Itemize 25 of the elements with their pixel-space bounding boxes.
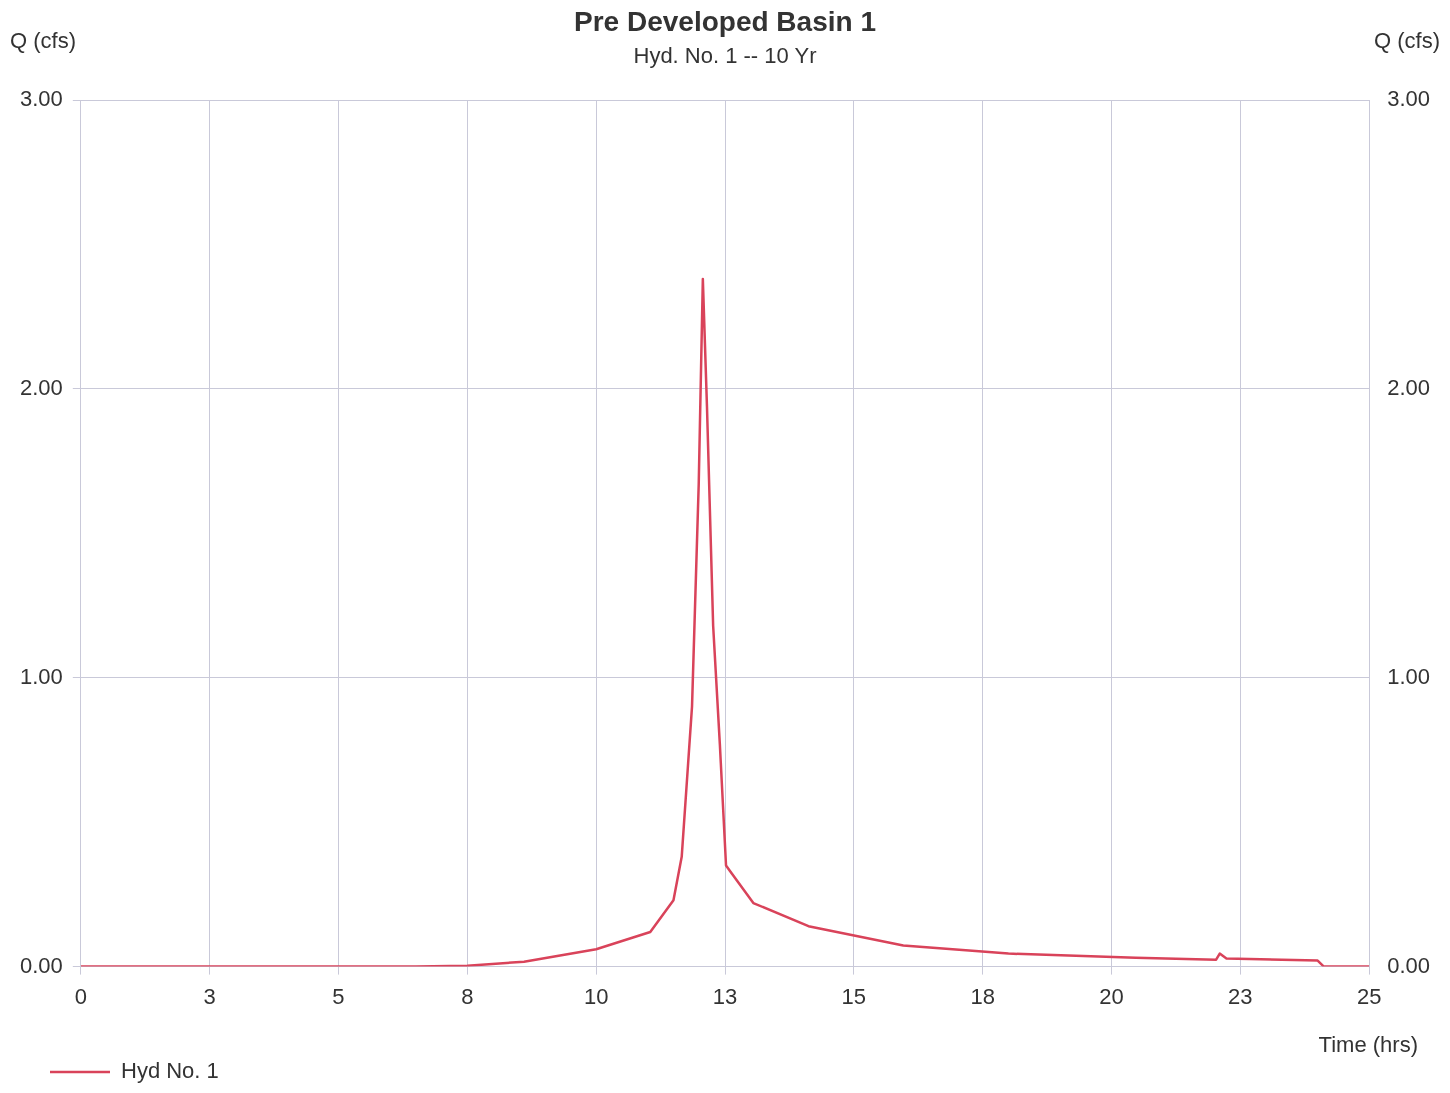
- x-tick-label: 0: [74, 983, 87, 1009]
- x-tick-label: 10: [583, 983, 609, 1009]
- x-tick-label: 25: [1356, 983, 1382, 1009]
- x-tick-label: 13: [712, 983, 738, 1009]
- chart-title: Pre Developed Basin 1: [574, 5, 876, 37]
- x-tick-label: 3: [203, 983, 216, 1009]
- y2-tick-label: 3.00: [1387, 86, 1431, 112]
- y-tick-label: 2.00: [19, 374, 63, 400]
- x-axis-title: Time (hrs): [1318, 1031, 1418, 1057]
- y2-tick-label: 0.00: [1387, 952, 1431, 978]
- y2-tick-label: 1.00: [1387, 663, 1431, 689]
- legend-label: Hyd No. 1: [121, 1058, 219, 1084]
- y2-tick-label: 2.00: [1387, 374, 1431, 400]
- y-tick-label: 0.00: [19, 952, 63, 978]
- x-tick-label: 23: [1228, 983, 1253, 1009]
- y-tick-label: 3.00: [19, 86, 63, 112]
- chart-subtitle: Hyd. No. 1 -- 10 Yr: [633, 42, 817, 68]
- x-tick-label: 15: [841, 983, 867, 1009]
- x-tick-label: 8: [461, 983, 474, 1009]
- x-tick-label: 20: [1099, 983, 1124, 1009]
- y2-axis-title: Q (cfs): [1374, 28, 1440, 53]
- y-axis-title: Q (cfs): [10, 28, 76, 53]
- y-tick-label: 1.00: [19, 663, 63, 689]
- x-tick-label: 18: [970, 983, 995, 1009]
- x-tick-label: 5: [332, 983, 345, 1009]
